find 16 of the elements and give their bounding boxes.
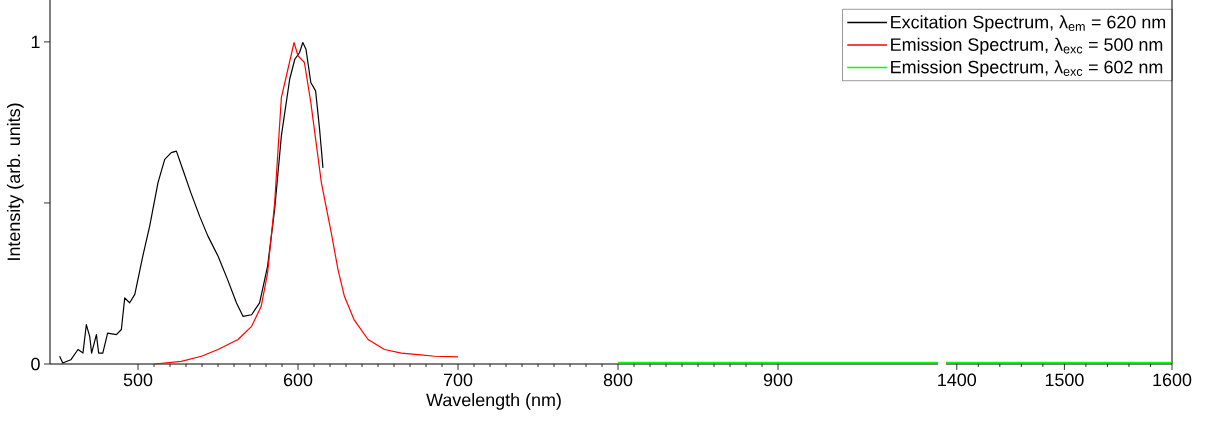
x-tick-label: 500 — [123, 373, 153, 387]
line-series — [154, 41, 459, 365]
x-tick-label: 800 — [603, 373, 633, 387]
legend-label: Emission Spectrum, λ$_{exc}$ = 602 nm — [891, 60, 1163, 77]
x-tick-label: 1500 — [1045, 373, 1084, 387]
x-tick-label: 600 — [283, 373, 313, 387]
x-tick-label: 1400 — [938, 373, 977, 387]
x-axis-title: Wavelength (nm) — [426, 393, 561, 410]
y-tick-label: 1 — [31, 35, 40, 49]
x-tick-label: 1600 — [1153, 373, 1192, 387]
legend-label: Emission Spectrum, λ$_{exc}$ = 500 nm — [891, 37, 1163, 55]
legend-label: Excitation Spectrum, λ$_{em}$ = 620 nm — [891, 15, 1166, 32]
y-tick-label: 0 — [31, 357, 40, 371]
x-tick-label: 700 — [443, 373, 473, 387]
y-axis-title: Intensity (arb. units) — [6, 103, 24, 260]
x-tick-label: 900 — [763, 373, 793, 387]
